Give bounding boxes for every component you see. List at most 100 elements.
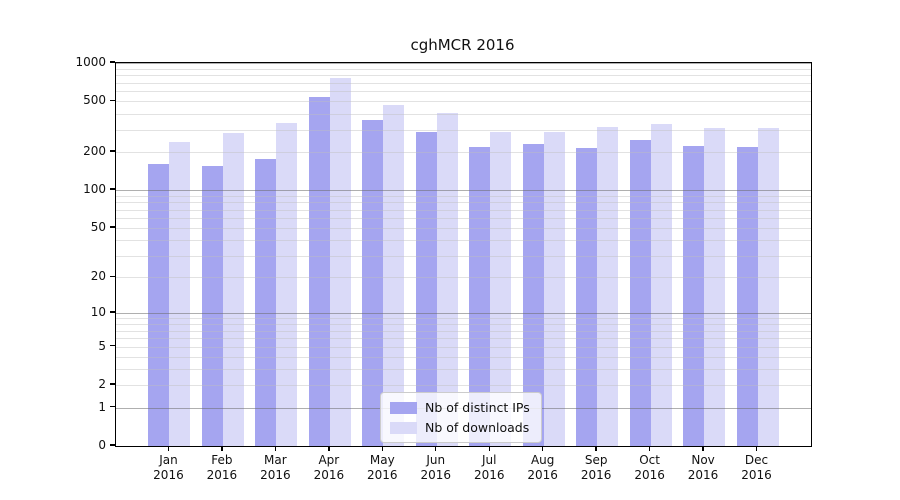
bar-ips-sep [576, 147, 598, 446]
minor-gridline [116, 101, 811, 103]
x-tick-year: 2016 [741, 468, 772, 482]
x-tick-mark [595, 446, 597, 451]
minor-gridline [116, 385, 811, 387]
minor-gridline [116, 318, 811, 320]
x-tick-mark [328, 446, 330, 451]
y-tick-label: 50 [90, 220, 106, 235]
y-tick-label: 200 [83, 144, 106, 158]
minor-gridline [116, 255, 811, 257]
x-tick-month: Nov [691, 453, 715, 467]
major-gridline [116, 63, 811, 64]
bar-downloads-feb [222, 132, 244, 446]
x-tick-label: Nov 2016 [673, 453, 733, 483]
bar-downloads-sep [597, 127, 619, 446]
x-tick-month: Dec [744, 453, 769, 467]
x-tick-mark [541, 446, 544, 451]
y-tick-mark [110, 61, 115, 63]
legend-label-distinct-ips: Nb of distinct IPs [425, 400, 530, 415]
x-tick-label: Jun 2016 [406, 453, 466, 483]
x-tick-mark [755, 446, 758, 451]
bar-downloads-jul [490, 132, 512, 446]
minor-gridline [116, 152, 811, 153]
minor-gridline [116, 202, 811, 204]
y-tick-mark [110, 383, 115, 385]
x-tick-label: Jan 2016 [138, 453, 198, 483]
x-tick-label: Aug 2016 [513, 453, 573, 483]
x-tick-year: 2016 [527, 468, 558, 482]
x-tick-month: Jan [159, 453, 178, 467]
y-tick-label: 1000 [75, 55, 106, 69]
minor-gridline [116, 338, 811, 340]
y-tick-mark [110, 226, 115, 228]
bar-downloads-apr [329, 77, 351, 446]
x-tick-year: 2016 [687, 468, 719, 482]
x-tick-month: Feb [211, 453, 233, 467]
minor-gridline [116, 218, 811, 220]
legend-label-downloads: Nb of downloads [425, 420, 530, 435]
minor-gridline [116, 228, 811, 230]
bar-ips-jan [148, 164, 170, 446]
legend-swatch-downloads [390, 421, 417, 434]
x-tick-year: 2016 [634, 468, 665, 482]
x-tick-month: Jun [426, 453, 446, 467]
x-tick-label: May 2016 [352, 453, 412, 483]
bar-downloads-mar [276, 122, 298, 446]
x-tick-year: 2016 [206, 468, 238, 482]
bar-ips-mar [255, 158, 277, 446]
y-tick-label: 2 [98, 377, 106, 392]
bar-ips-oct [629, 140, 651, 446]
plot-area: Nb of distinct IPs Nb of downloads [115, 62, 812, 447]
x-tick-label: Mar 2016 [245, 453, 305, 483]
y-tick-mark [110, 188, 115, 190]
minor-gridline [116, 195, 811, 197]
bar-ips-nov [683, 146, 705, 446]
y-tick-label: 100 [83, 182, 106, 197]
minor-gridline [116, 91, 811, 93]
y-tick-mark [110, 444, 115, 446]
x-tick-mark [435, 446, 437, 451]
x-tick-label: Sep 2016 [566, 453, 626, 483]
major-gridline [116, 190, 811, 192]
bar-downloads-aug [543, 132, 565, 446]
x-tick-month: Mar [264, 453, 287, 467]
x-tick-label: Feb 2016 [192, 453, 252, 483]
x-tick-year: 2016 [153, 468, 184, 482]
x-tick-year: 2016 [260, 468, 291, 482]
bar-ips-aug [522, 144, 544, 446]
legend-item-downloads: Nb of downloads [390, 420, 530, 435]
minor-gridline [116, 330, 811, 332]
y-tick-label: 500 [83, 93, 106, 108]
x-tick-year: 2016 [420, 468, 452, 482]
y-tick-mark [110, 99, 115, 102]
x-tick-mark [381, 446, 383, 451]
bar-ips-dec [736, 147, 758, 446]
x-tick-month: Oct [639, 453, 660, 467]
minor-gridline [116, 113, 811, 115]
x-tick-label: Dec 2016 [727, 453, 787, 483]
x-tick-label: Oct 2016 [620, 453, 680, 483]
x-tick-year: 2016 [313, 468, 345, 482]
x-tick-year: 2016 [580, 468, 612, 482]
bar-ips-may [362, 120, 384, 446]
bar-downloads-dec [757, 128, 779, 446]
x-tick-mark [221, 446, 223, 451]
x-tick-month: Jul [481, 453, 497, 467]
x-tick-mark [702, 446, 704, 451]
minor-gridline [116, 209, 811, 211]
minor-gridline [116, 240, 811, 242]
bar-downloads-jan [169, 141, 191, 446]
x-tick-label: Apr 2016 [299, 453, 359, 483]
y-tick-mark [110, 150, 115, 152]
bar-ips-jul [469, 147, 491, 446]
legend-item-distinct-ips: Nb of distinct IPs [390, 400, 530, 415]
minor-gridline [116, 129, 811, 131]
x-tick-mark [488, 446, 490, 451]
bar-downloads-oct [650, 124, 672, 446]
minor-gridline [116, 82, 811, 84]
bar-downloads-nov [704, 128, 726, 446]
x-tick-month: Apr [318, 453, 340, 467]
y-tick-label: 5 [98, 338, 106, 353]
minor-gridline [116, 369, 811, 371]
minor-gridline [116, 75, 811, 77]
